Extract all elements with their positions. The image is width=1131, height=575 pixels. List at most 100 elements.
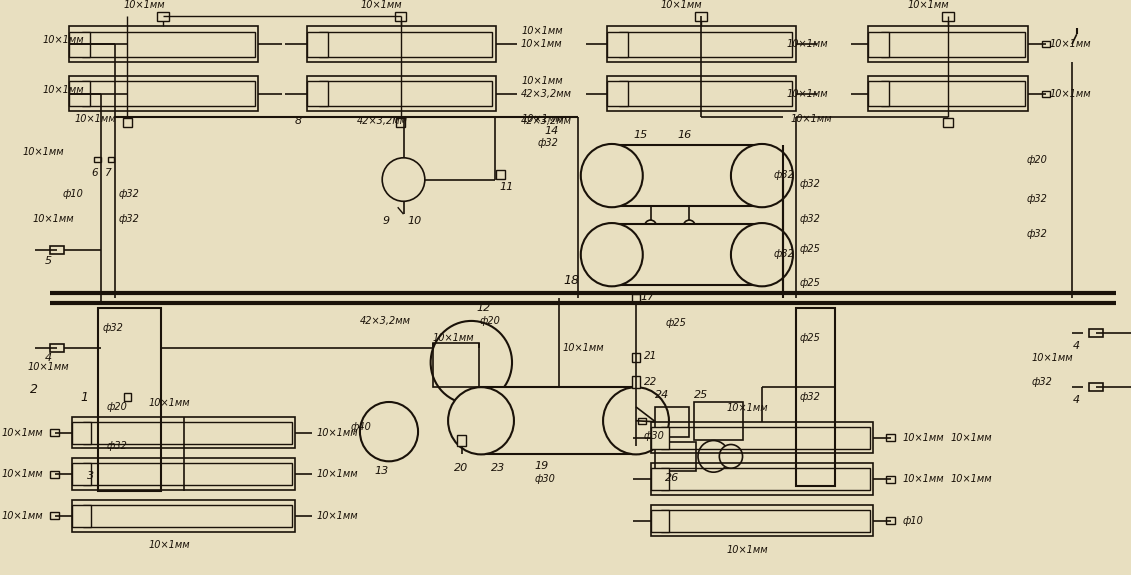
Circle shape	[719, 444, 743, 468]
Bar	[631, 352, 640, 362]
Bar	[869, 26, 1028, 62]
Text: 9: 9	[382, 216, 389, 226]
Bar	[50, 344, 63, 351]
Bar	[83, 463, 292, 485]
Bar	[607, 32, 628, 56]
Text: ф32: ф32	[119, 189, 139, 200]
Text: 10×1мм: 10×1мм	[42, 85, 84, 94]
Text: ф25: ф25	[800, 333, 821, 343]
Text: ф32: ф32	[537, 138, 559, 148]
Text: ф40: ф40	[351, 421, 371, 432]
Bar	[612, 224, 762, 285]
Text: 10×1мм: 10×1мм	[42, 35, 84, 45]
Text: 10×1мм: 10×1мм	[521, 76, 563, 86]
Text: 10×1мм: 10×1мм	[562, 343, 604, 352]
Bar	[69, 81, 90, 106]
Bar	[869, 32, 889, 56]
Text: 10×1мм: 10×1мм	[1, 428, 43, 438]
Bar	[650, 468, 670, 490]
Bar	[432, 343, 480, 387]
Text: 10×1мм: 10×1мм	[361, 0, 402, 10]
Bar	[650, 509, 670, 532]
Bar	[607, 81, 628, 106]
Text: 22: 22	[644, 377, 657, 387]
Text: 3: 3	[87, 471, 94, 481]
Text: 10×1мм: 10×1мм	[521, 26, 563, 36]
Bar	[69, 32, 90, 56]
Text: 10×1мм: 10×1мм	[1, 511, 43, 521]
Bar	[869, 32, 889, 56]
Text: ф25: ф25	[800, 244, 821, 254]
Bar	[650, 509, 670, 532]
Bar	[319, 32, 492, 56]
Text: 23: 23	[491, 463, 504, 473]
Bar	[72, 421, 90, 444]
Text: 10×1мм: 10×1мм	[23, 147, 64, 157]
Bar	[69, 32, 90, 56]
Text: 4: 4	[1072, 340, 1080, 351]
Text: 13: 13	[374, 466, 389, 476]
Text: ф25: ф25	[800, 278, 821, 288]
Bar	[98, 308, 162, 491]
Bar	[307, 32, 328, 56]
Bar	[655, 407, 689, 436]
Bar	[72, 505, 90, 527]
Text: 10×1мм: 10×1мм	[33, 214, 75, 224]
Bar	[50, 246, 63, 254]
Text: 11: 11	[500, 182, 513, 193]
Bar	[696, 12, 707, 21]
Circle shape	[581, 144, 642, 207]
Text: 10×1мм: 10×1мм	[786, 39, 828, 49]
Text: 10: 10	[407, 216, 422, 226]
Circle shape	[698, 440, 729, 472]
Bar	[72, 421, 90, 444]
Bar	[481, 387, 636, 454]
Bar	[881, 32, 1025, 56]
Bar	[69, 81, 90, 106]
Bar	[72, 463, 90, 485]
Text: 10×1мм: 10×1мм	[903, 474, 944, 484]
Text: ф32: ф32	[800, 214, 821, 224]
Text: ф20: ф20	[480, 316, 500, 326]
Bar	[869, 76, 1028, 112]
Bar	[69, 76, 258, 112]
Bar	[81, 32, 254, 56]
Text: 4: 4	[45, 354, 52, 363]
Bar	[881, 81, 1025, 106]
Text: 10×1мм: 10×1мм	[148, 540, 190, 550]
Bar	[51, 471, 59, 478]
Text: 10×1мм: 10×1мм	[432, 333, 474, 343]
Bar	[943, 118, 952, 126]
Bar	[607, 26, 796, 62]
Bar	[612, 145, 762, 206]
Bar	[869, 81, 889, 106]
Text: ф20: ф20	[1027, 155, 1047, 165]
Bar	[481, 387, 636, 454]
Text: 26: 26	[665, 473, 680, 483]
Text: 10×1мм: 10×1мм	[75, 114, 115, 124]
Bar	[1042, 41, 1050, 47]
Bar	[869, 81, 889, 106]
Text: 24: 24	[655, 390, 670, 400]
Text: ф32: ф32	[800, 392, 821, 402]
Bar	[796, 308, 835, 486]
Circle shape	[731, 144, 793, 207]
Text: 10×1мм: 10×1мм	[726, 545, 768, 555]
Text: ф32: ф32	[106, 442, 127, 451]
Bar	[495, 170, 506, 179]
Bar	[694, 402, 743, 439]
Bar	[662, 468, 870, 490]
Text: 19: 19	[534, 461, 549, 472]
Text: 42×3,2мм: 42×3,2мм	[520, 116, 572, 126]
Bar	[607, 76, 796, 112]
Text: ф30: ф30	[644, 431, 665, 440]
Bar	[655, 442, 696, 471]
Text: 10×1мм: 10×1мм	[521, 114, 563, 124]
Bar	[650, 505, 873, 536]
Bar	[51, 429, 59, 436]
Bar	[457, 435, 466, 446]
Text: 10×1мм: 10×1мм	[520, 39, 562, 49]
Text: ф32: ф32	[1027, 229, 1047, 239]
Text: 10×1мм: 10×1мм	[148, 398, 190, 408]
Text: 6  7: 6 7	[92, 168, 111, 178]
